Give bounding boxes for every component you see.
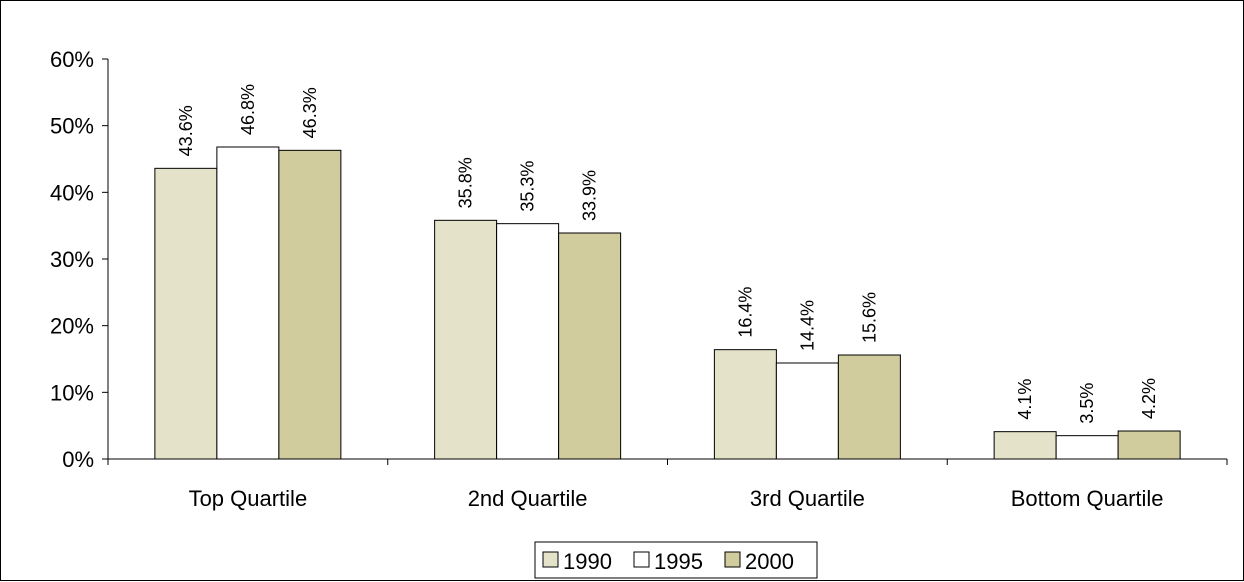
legend-label: 2000 xyxy=(745,549,794,574)
x-tick-label: Top Quartile xyxy=(189,486,308,511)
data-label: 46.3% xyxy=(300,87,320,138)
bar xyxy=(1055,435,1119,460)
x-tick-label: 3rd Quartile xyxy=(750,486,865,511)
legend-swatch xyxy=(633,551,650,568)
data-label: 4.1% xyxy=(1015,379,1035,420)
data-label: 14.4% xyxy=(797,300,817,351)
legend-box xyxy=(534,541,818,579)
y-tick-label: 50% xyxy=(50,114,94,139)
data-label: 43.6% xyxy=(176,105,196,156)
data-label: 46.8% xyxy=(238,84,258,135)
bar xyxy=(993,431,1057,460)
bar xyxy=(496,223,560,460)
bar xyxy=(775,362,839,460)
data-label: 4.2% xyxy=(1139,378,1159,419)
bar xyxy=(154,167,218,460)
legend-label: 1990 xyxy=(563,549,612,574)
y-tick-label: 0% xyxy=(62,447,94,472)
data-label: 3.5% xyxy=(1077,383,1097,424)
bar xyxy=(1117,430,1181,460)
data-label: 35.8% xyxy=(456,157,476,208)
data-label: 35.3% xyxy=(518,161,538,212)
x-tick-label: 2nd Quartile xyxy=(468,486,588,511)
y-tick-label: 60% xyxy=(50,47,94,72)
data-label: 16.4% xyxy=(735,287,755,338)
y-tick-label: 20% xyxy=(50,314,94,339)
legend-swatch xyxy=(542,551,559,568)
bar xyxy=(434,219,498,460)
y-tick-label: 40% xyxy=(50,180,94,205)
bar xyxy=(837,354,901,460)
legend-label: 1995 xyxy=(654,549,703,574)
data-label: 33.9% xyxy=(580,170,600,221)
y-tick-label: 30% xyxy=(50,247,94,272)
y-tick-label: 10% xyxy=(50,380,94,405)
bar xyxy=(216,146,280,460)
data-label: 15.6% xyxy=(859,292,879,343)
bar xyxy=(278,149,342,460)
x-tick-label: Bottom Quartile xyxy=(1011,486,1164,511)
bar xyxy=(713,349,777,460)
bar xyxy=(558,232,622,460)
legend-swatch xyxy=(724,551,741,568)
